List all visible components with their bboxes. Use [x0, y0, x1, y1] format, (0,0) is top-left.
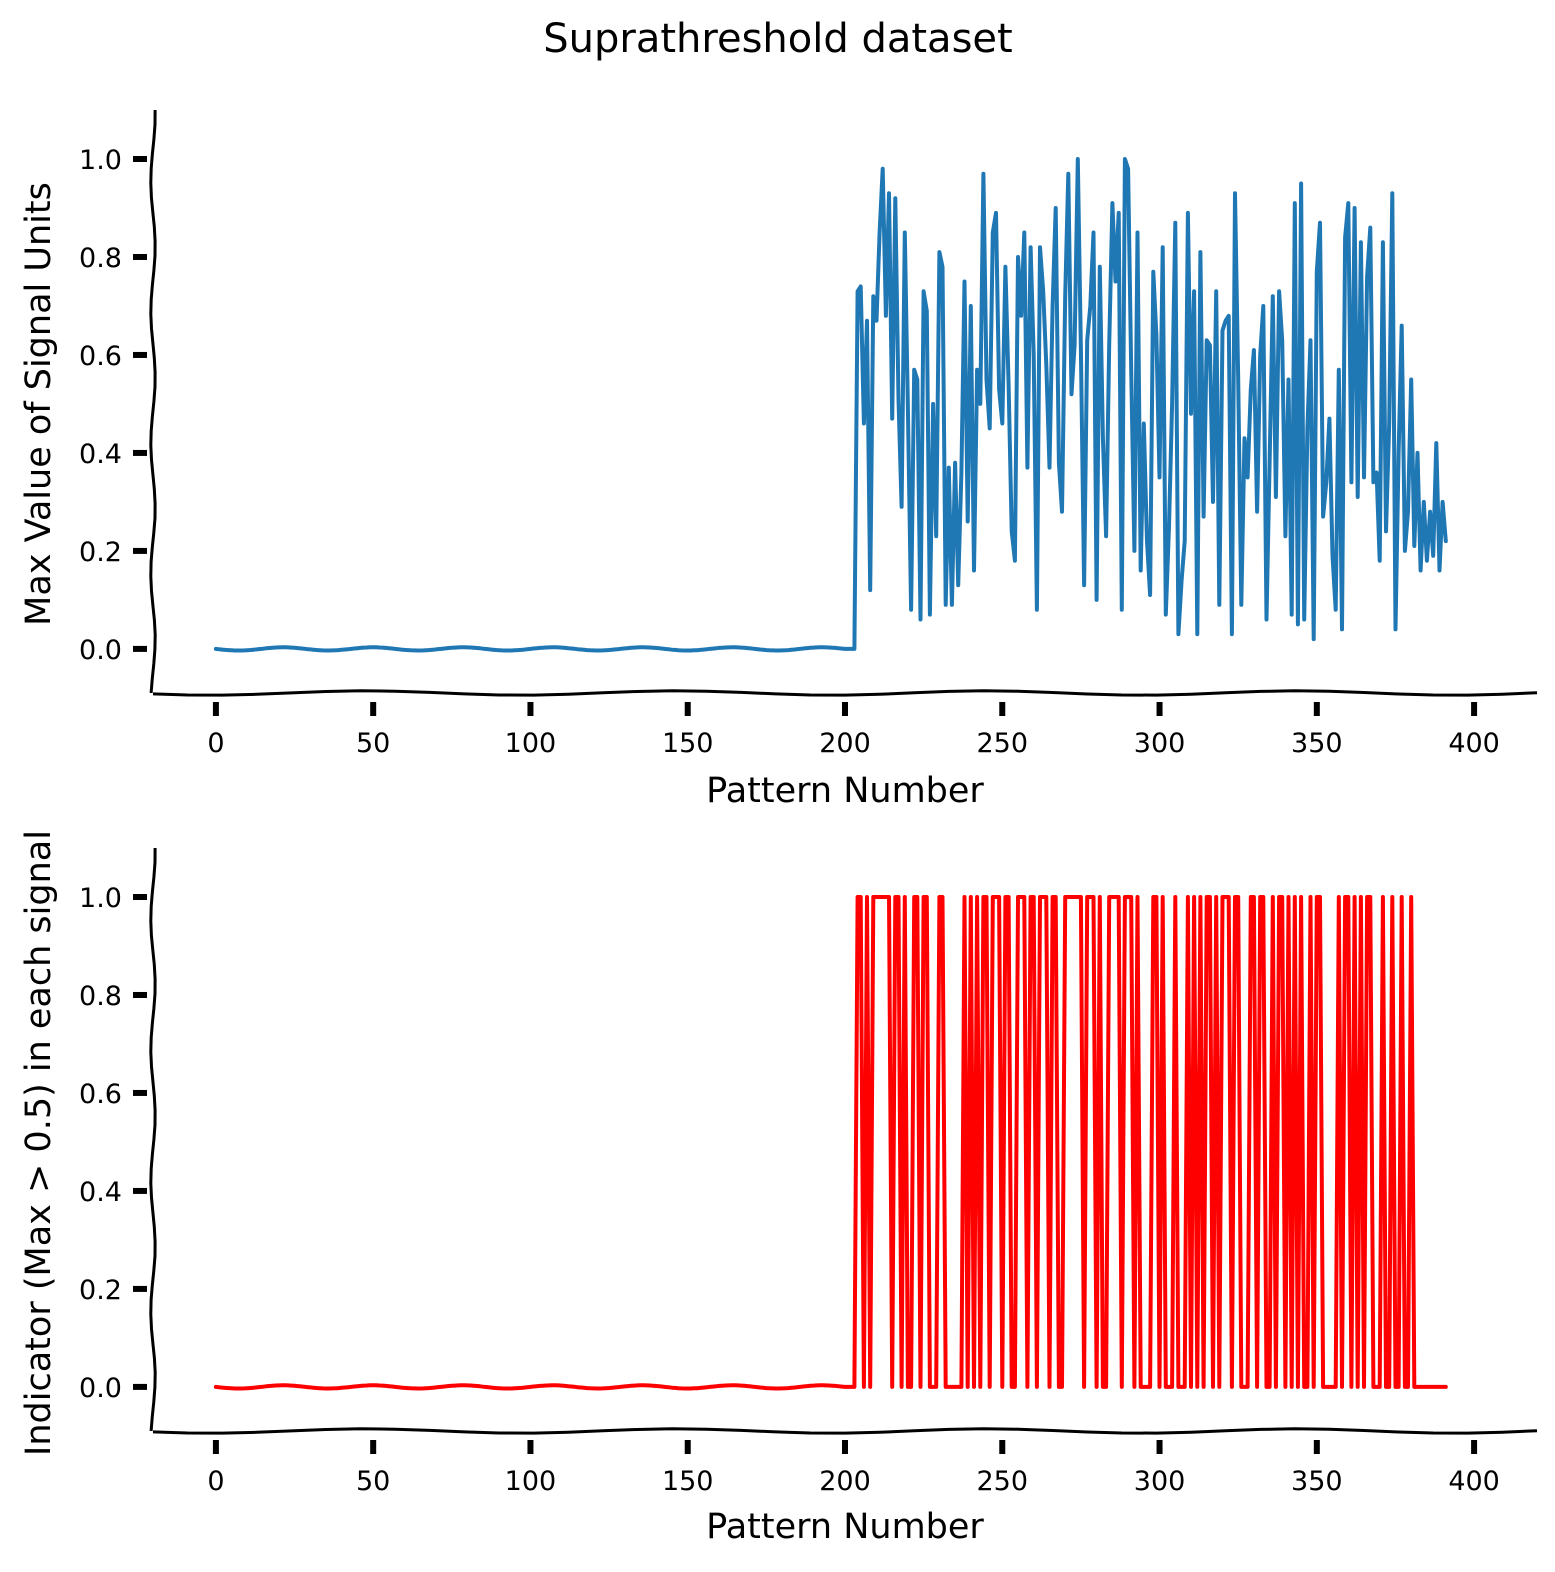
- y-tick-label: 0.8: [79, 981, 122, 1012]
- y-tick-label: 0.4: [79, 439, 122, 470]
- top-x-ticks: 0 50 100 150 200 250 300 350 400: [207, 702, 1500, 759]
- y-tick-label: 1.0: [79, 145, 122, 176]
- y-tick-label: 0.0: [79, 635, 122, 666]
- bottom-x-ticks: 0 50 100 150 200 250 300 350 400: [207, 1440, 1500, 1497]
- top-y-ticks: 0.0 0.2 0.4 0.6 0.8 1.0: [79, 145, 147, 666]
- y-tick-label: 0.2: [79, 1275, 122, 1306]
- top-series: [213, 157, 1448, 653]
- y-tick-label: 0.4: [79, 1177, 122, 1208]
- top-x-axis-label: Pattern Number: [706, 771, 984, 811]
- x-tick-label: 300: [1134, 1466, 1186, 1497]
- x-tick-label: 250: [976, 728, 1028, 759]
- top-y-axis-label: Max Value of Signal Units: [19, 182, 59, 626]
- x-tick-label: 350: [1291, 1466, 1343, 1497]
- y-tick-label: 0.6: [79, 1079, 122, 1110]
- x-tick-label: 400: [1448, 1466, 1500, 1497]
- x-tick-label: 200: [819, 728, 871, 759]
- x-tick-label: 100: [505, 1466, 557, 1497]
- x-tick-label: 150: [662, 728, 714, 759]
- max-signal-line: [213, 157, 1448, 653]
- x-tick-label: 0: [207, 1466, 224, 1497]
- y-tick-label: 0.0: [79, 1373, 122, 1404]
- x-tick-label: 150: [662, 1466, 714, 1497]
- x-tick-label: 300: [1134, 728, 1186, 759]
- x-tick-label: 250: [976, 1466, 1028, 1497]
- y-tick-label: 0.2: [79, 537, 122, 568]
- y-tick-label: 0.6: [79, 341, 122, 372]
- bottom-x-axis-label: Pattern Number: [706, 1507, 984, 1547]
- x-axis-spine: [152, 689, 1538, 697]
- indicator-line: [213, 895, 1448, 1391]
- x-tick-label: 200: [819, 1466, 871, 1497]
- bottom-series: [213, 895, 1448, 1391]
- x-tick-label: 50: [356, 728, 390, 759]
- x-tick-label: 400: [1448, 728, 1500, 759]
- figure-title: Suprathreshold dataset: [543, 16, 1012, 62]
- y-tick-label: 0.8: [79, 243, 122, 274]
- y-axis-spine: [149, 847, 157, 1432]
- bottom-spines: [149, 847, 1538, 1435]
- top-panel: 0.0 0.2 0.4 0.6 0.8 1.0 0 50 100 150 200 250 300 350…: [19, 109, 1538, 811]
- y-tick-label: 1.0: [79, 883, 122, 914]
- bottom-y-ticks: 0.0 0.2 0.4 0.6 0.8 1.0: [79, 883, 147, 1404]
- y-axis-spine: [149, 109, 157, 694]
- bottom-panel: 0.0 0.2 0.4 0.6 0.8 1.0 0 50 100 150 200 250 300 350…: [19, 830, 1538, 1547]
- x-tick-label: 50: [356, 1466, 390, 1497]
- x-tick-label: 350: [1291, 728, 1343, 759]
- x-tick-label: 0: [207, 728, 224, 759]
- x-axis-spine: [152, 1427, 1538, 1435]
- top-spines: [149, 109, 1538, 697]
- x-tick-label: 100: [505, 728, 557, 759]
- bottom-y-axis-label: Indicator (Max > 0.5) in each signal: [19, 830, 59, 1456]
